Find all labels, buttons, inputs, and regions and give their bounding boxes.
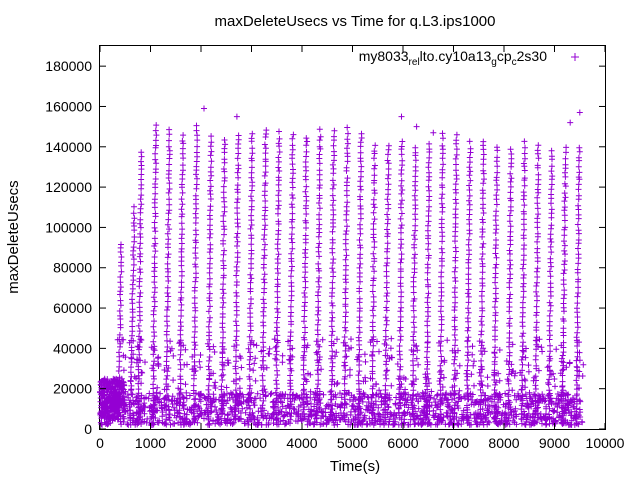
legend-marker xyxy=(571,53,579,61)
x-tick-label: 9000 xyxy=(539,435,570,451)
data-points xyxy=(97,105,587,428)
x-tick-label: 3000 xyxy=(236,435,267,451)
plot-frame xyxy=(99,45,606,430)
x-tick-label: 0 xyxy=(96,435,104,451)
y-tick-label: 140000 xyxy=(45,139,92,155)
chart-title: maxDeleteUsecs vs Time for q.L3.ips1000 xyxy=(215,13,496,30)
x-tick-label: 5000 xyxy=(337,435,368,451)
x-tick-label: 4000 xyxy=(286,435,317,451)
y-tick-label: 160000 xyxy=(45,98,92,114)
x-tick-label: 10000 xyxy=(586,435,625,451)
legend: my8033rellto.cy10a13gcpc2s30 xyxy=(359,48,579,68)
y-tick-label: 80000 xyxy=(53,260,92,276)
x-tick-label: 2000 xyxy=(185,435,216,451)
x-tick-label: 7000 xyxy=(438,435,469,451)
y-tick-label: 100000 xyxy=(45,219,92,235)
y-axis-label: maxDeleteUsecs xyxy=(5,180,22,293)
y-tick-label: 40000 xyxy=(53,340,92,356)
x-tick-label: 6000 xyxy=(387,435,418,451)
x-axis-ticks: 0 1000 2000 3000 4000 5000 6000 7000 8000 9000 100… xyxy=(96,46,625,451)
x-tick-label: 8000 xyxy=(488,435,519,451)
y-tick-label: 60000 xyxy=(53,300,92,316)
y-tick-label: 120000 xyxy=(45,179,92,195)
legend-label: my8033rellto.cy10a13gcpc2s30 xyxy=(359,48,547,68)
scatter-points xyxy=(97,105,587,428)
x-tick-label: 1000 xyxy=(135,435,166,451)
y-tick-label: 180000 xyxy=(45,58,92,74)
y-tick-label: 20000 xyxy=(53,381,92,397)
x-axis-label: Time(s) xyxy=(330,458,380,475)
y-axis-ticks: 0 20000 40000 60000 80000 100000 120000 140000 1… xyxy=(45,58,605,437)
y-tick-label: 0 xyxy=(84,421,92,437)
legend-plus-marker xyxy=(571,53,579,61)
